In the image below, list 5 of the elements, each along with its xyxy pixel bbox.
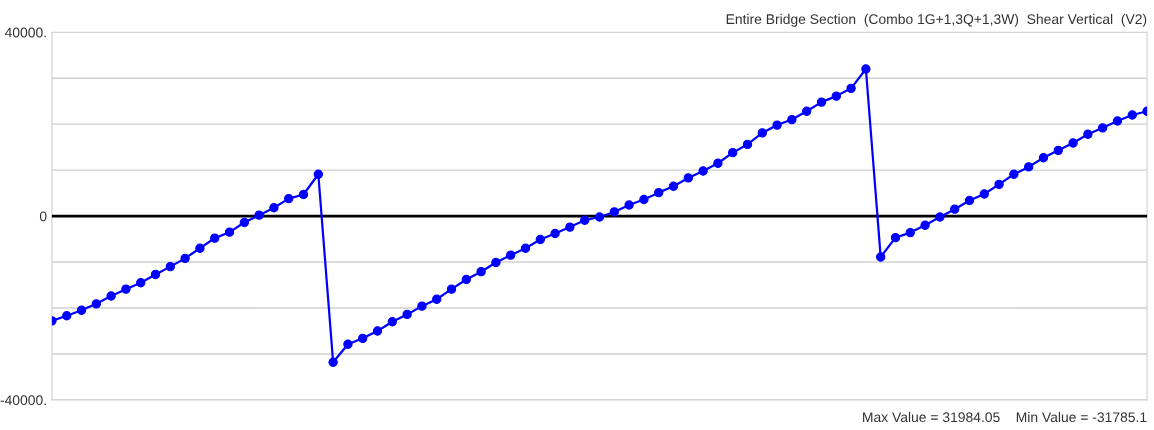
y-tick-label: 40000. xyxy=(4,27,46,38)
text: Max Value = 31984.05 Min Value = -31785.1 xyxy=(863,411,1147,423)
chart-title: Entire Bridge Section (Combo 1G+1,3Q+1,3W) Shear Vertical (V2) xyxy=(726,13,1147,27)
y-tick-label: -40000. xyxy=(0,395,46,406)
y-tick-label: 0 xyxy=(39,211,47,222)
